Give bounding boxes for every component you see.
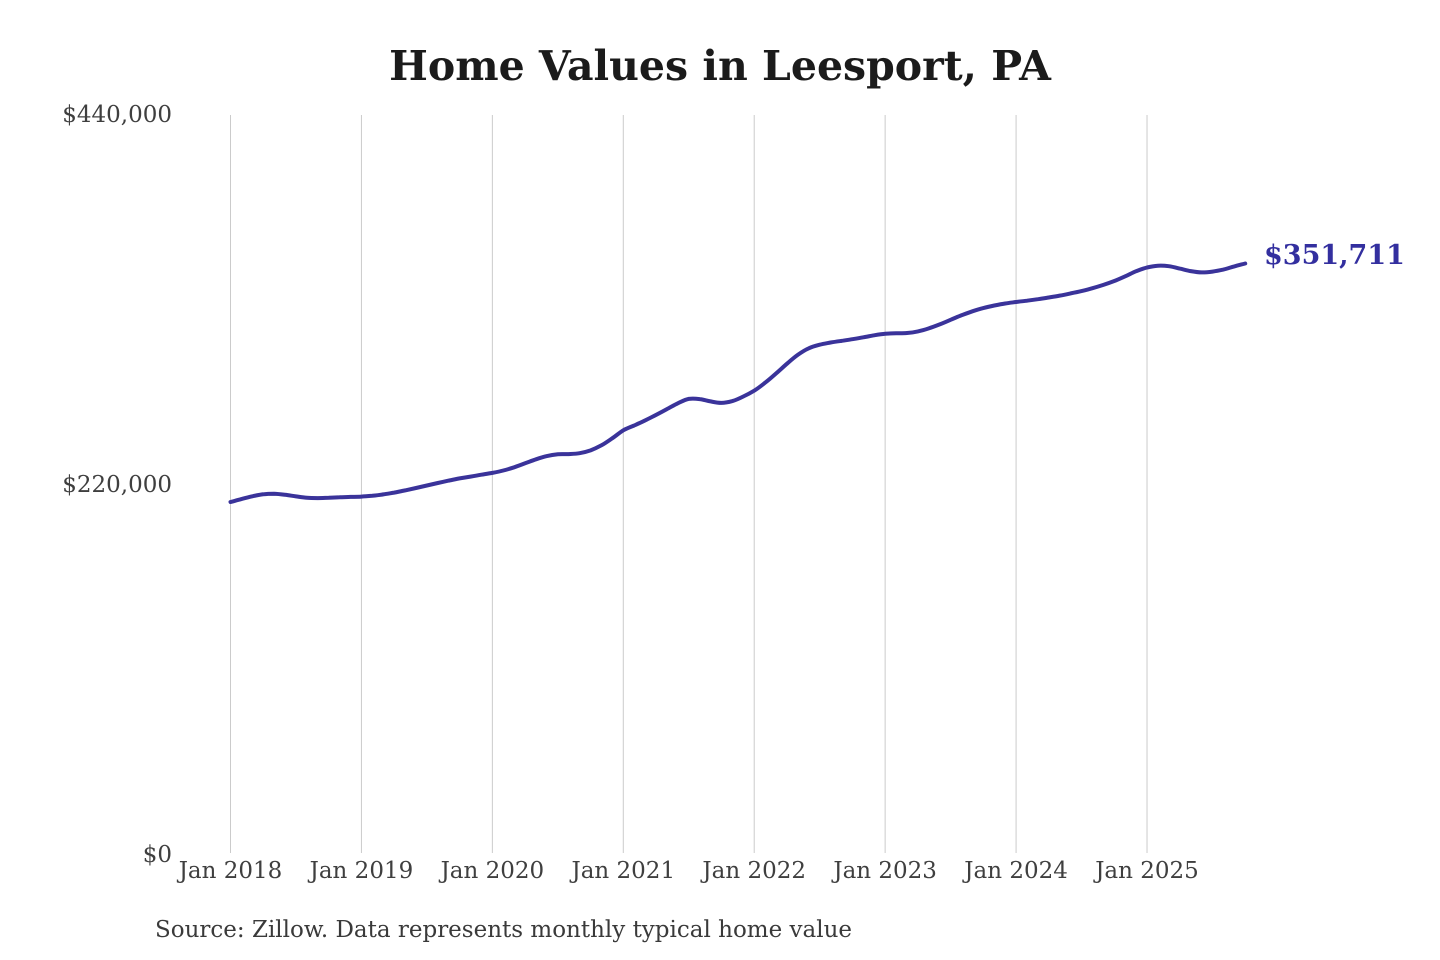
latest-value-label: $351,711: [1264, 240, 1405, 271]
home-value-line: [228, 261, 1248, 504]
y-axis-label: $0: [142, 842, 172, 868]
x-axis-label: Jan 2024: [964, 858, 1068, 884]
y-axis-label: $440,000: [62, 102, 172, 128]
x-axis-label: Jan 2022: [702, 858, 807, 884]
x-axis-label: Jan 2021: [571, 858, 676, 884]
y-axis-label: $220,000: [62, 472, 172, 498]
source-note: Source: Zillow. Data represents monthly …: [155, 917, 853, 943]
chart-title: Home Values in Leesport, PA: [389, 42, 1051, 90]
x-axis-label: Jan 2019: [309, 858, 414, 884]
x-axis-label: Jan 2025: [1095, 858, 1199, 884]
x-axis-label: Jan 2023: [833, 858, 937, 884]
x-axis-label: Jan 2020: [440, 858, 545, 884]
x-axis-label: Jan 2018: [178, 858, 283, 884]
